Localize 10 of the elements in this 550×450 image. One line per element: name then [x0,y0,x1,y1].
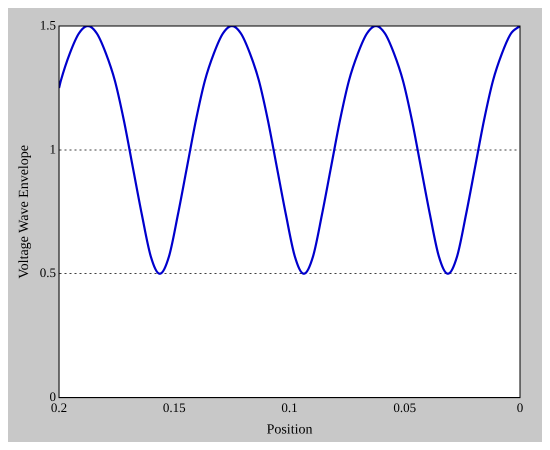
x-tick-label: 0.05 [393,400,416,415]
x-axis-title: Position [266,422,312,438]
y-tick-label: 1 [50,141,56,156]
x-tick-label: 0.1 [281,400,298,415]
y-tick-label: 1.5 [40,17,56,32]
line-series [59,26,520,275]
x-tick-label: 0.15 [162,400,186,415]
y-tick-label: 0.5 [40,265,56,280]
x-tick-label: 0 [516,400,524,415]
y-axis-title: Voltage Wave Envelope [17,144,32,279]
